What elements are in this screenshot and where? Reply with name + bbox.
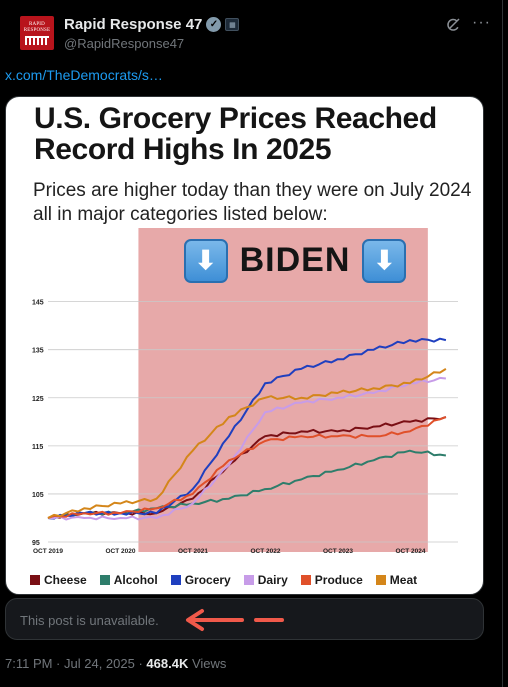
avatar[interactable]: RAPID RESPONSE: [20, 16, 54, 50]
legend-item: Alcohol: [99, 573, 158, 587]
y-tick-label: 125: [32, 396, 44, 403]
y-tick-label: 95: [32, 540, 40, 547]
x-tick-label: OCT 2021: [178, 548, 208, 555]
views-label: Views: [191, 656, 227, 671]
series-line-meat: [47, 368, 447, 519]
y-tick-label: 105: [32, 492, 44, 499]
legend-label: Dairy: [257, 573, 288, 587]
biden-banner: ⬇ BIDEN ⬇: [149, 230, 441, 291]
views-count: 468.4K: [146, 656, 189, 671]
post-image[interactable]: 145 135 125 115 105 95 OCT 2019 OCT 2020 OCT 202…: [5, 96, 484, 595]
y-tick-label: 145: [32, 300, 44, 307]
x-tick-label: OCT 2024: [396, 548, 426, 555]
more-icon[interactable]: ···: [472, 14, 491, 31]
x-tick-label: OCT 2020: [106, 548, 136, 555]
legend-swatch: [99, 575, 110, 585]
infographic-subtitle: Prices are higher today than they were o…: [33, 180, 472, 225]
legend-swatch: [30, 575, 40, 585]
post-header: RAPID RESPONSE Rapid Response 47 ✓ ▦ @Ra…: [20, 14, 490, 54]
avatar-text-1: RAPID: [28, 21, 45, 27]
legend-swatch: [170, 575, 181, 585]
legend-item: Grocery: [170, 573, 231, 587]
infographic-title: U.S. Grocery Prices Reached Record Highs…: [34, 102, 437, 166]
legend-swatch: [375, 575, 386, 585]
legend-label: Grocery: [184, 573, 231, 587]
legend-item: Produce: [300, 573, 363, 587]
affiliate-badge-icon[interactable]: ▦: [225, 18, 240, 31]
user-handle[interactable]: @RapidResponse47: [64, 36, 185, 51]
post-link[interactable]: x.com/TheDemocrats/s…: [5, 67, 163, 83]
avatar-text-2: RESPONSE: [23, 27, 51, 33]
y-tick-label: 115: [32, 444, 43, 451]
left-arrow-icon: [186, 609, 284, 631]
series-line-grocery: [47, 337, 447, 520]
series-line-produce: [47, 416, 447, 519]
capitol-icon: [25, 35, 49, 45]
grok-icon[interactable]: [444, 16, 462, 34]
post-meta: 7:11 PM · Jul 24, 2025 · 468.4K Views: [5, 656, 226, 671]
display-name[interactable]: Rapid Response 47: [64, 16, 203, 33]
name-row: Rapid Response 47 ✓ ▦: [64, 16, 240, 33]
legend-item: Meat: [375, 573, 418, 587]
down-arrow-icon: ⬇: [183, 238, 228, 283]
legend-label: Alcohol: [113, 573, 158, 587]
unavailable-text: This post is unavailable.: [20, 613, 159, 628]
legend-item: Dairy: [243, 573, 288, 587]
unavailable-quote: This post is unavailable.: [5, 598, 484, 640]
chart-legend: Cheese Alcohol Grocery Dairy Produce Meat: [30, 573, 417, 587]
verified-badge-icon[interactable]: ✓: [206, 17, 222, 32]
banner-text: BIDEN: [239, 241, 351, 279]
x-tick-label: OCT 2023: [323, 548, 353, 555]
y-tick-label: 135: [32, 348, 44, 355]
x-tick-label: OCT 2019: [33, 548, 63, 555]
timestamp[interactable]: 7:11 PM · Jul 24, 2025 ·: [5, 656, 143, 671]
series-line-dairy: [47, 376, 446, 521]
legend-swatch: [300, 575, 311, 585]
legend-label: Produce: [314, 573, 363, 587]
legend-swatch: [243, 575, 254, 585]
down-arrow-icon: ⬇: [362, 238, 407, 283]
legend-item: Cheese: [30, 573, 87, 587]
x-tick-label: OCT 2022: [251, 548, 281, 555]
column-border: [502, 0, 503, 687]
legend-label: Meat: [389, 573, 418, 587]
legend-label: Cheese: [44, 573, 87, 587]
